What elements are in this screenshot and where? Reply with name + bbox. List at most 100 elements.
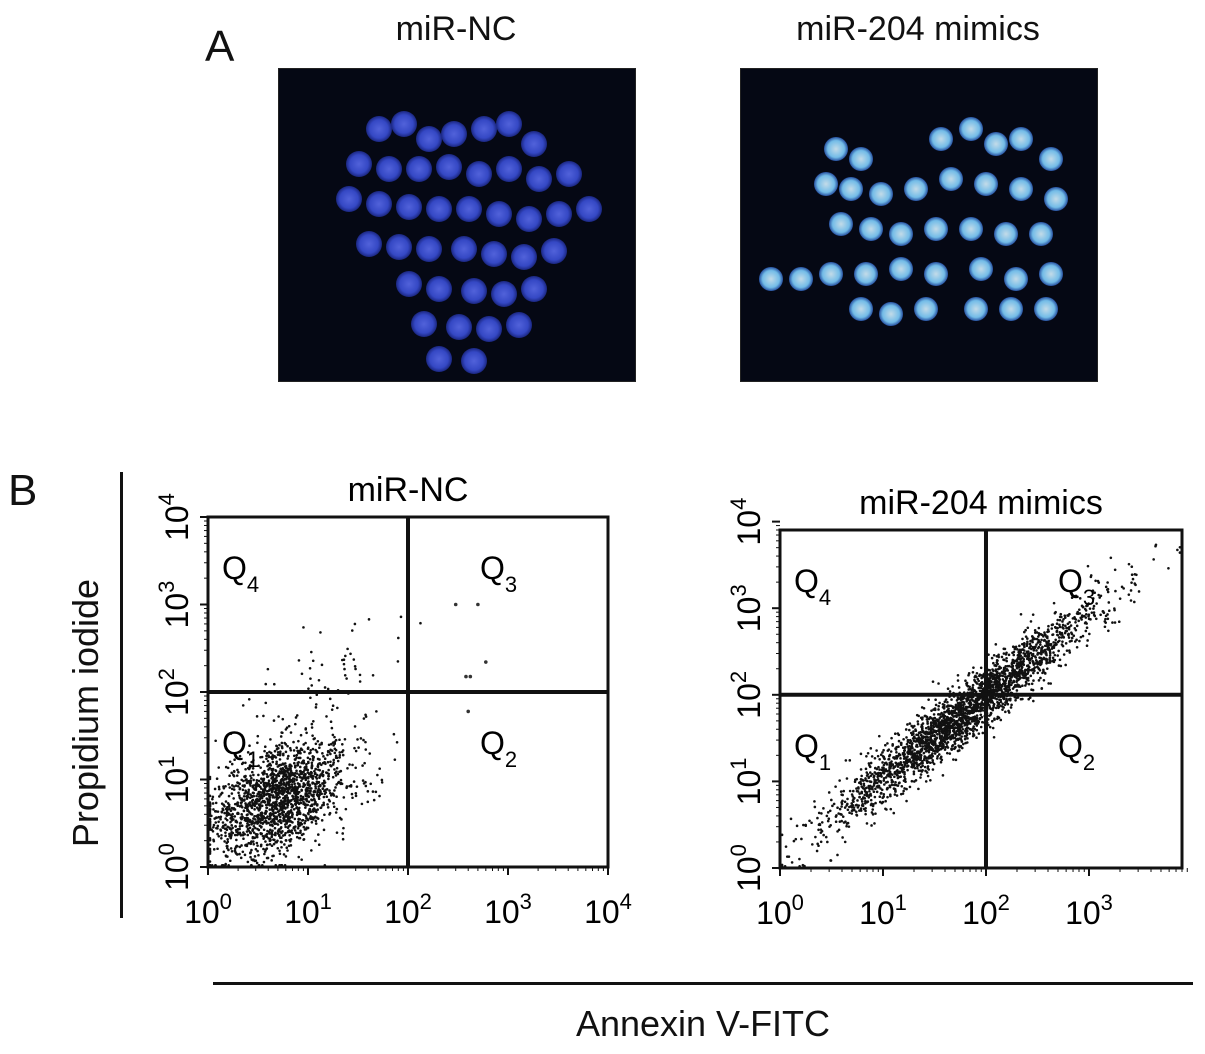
data-point bbox=[220, 836, 223, 840]
data-point bbox=[301, 797, 305, 801]
data-point bbox=[249, 855, 252, 859]
data-point bbox=[322, 779, 326, 783]
data-point bbox=[866, 773, 870, 776]
data-point bbox=[283, 778, 287, 781]
data-point bbox=[992, 661, 995, 665]
data-point bbox=[243, 816, 247, 820]
data-point bbox=[900, 769, 904, 773]
data-point bbox=[1087, 613, 1091, 617]
data-point bbox=[979, 709, 982, 713]
data-point bbox=[327, 798, 331, 802]
data-point bbox=[1002, 658, 1005, 661]
data-point bbox=[361, 779, 365, 782]
data-point bbox=[886, 795, 889, 799]
data-point bbox=[235, 774, 239, 777]
data-point bbox=[290, 829, 294, 832]
data-point bbox=[288, 834, 291, 837]
data-point bbox=[903, 763, 907, 767]
data-point bbox=[1025, 651, 1029, 654]
data-point bbox=[1042, 679, 1046, 682]
data-point bbox=[875, 781, 879, 785]
data-point bbox=[949, 716, 953, 720]
data-point bbox=[244, 789, 247, 793]
data-point bbox=[336, 759, 340, 763]
data-point bbox=[880, 801, 884, 805]
data-point bbox=[1078, 597, 1082, 600]
data-point bbox=[364, 740, 367, 744]
data-point bbox=[843, 840, 847, 844]
data-point bbox=[826, 819, 830, 823]
tick-label: 100 bbox=[756, 890, 804, 931]
data-point bbox=[230, 806, 234, 810]
data-point bbox=[304, 741, 307, 745]
nucleus bbox=[526, 166, 552, 192]
data-point bbox=[1026, 653, 1030, 656]
data-point bbox=[321, 761, 325, 765]
bright-nuclei-micrograph bbox=[740, 68, 1098, 382]
data-point bbox=[272, 773, 276, 776]
data-point bbox=[1062, 653, 1066, 656]
data-point bbox=[267, 817, 271, 821]
data-point bbox=[251, 828, 255, 831]
data-point bbox=[950, 734, 954, 737]
data-point bbox=[1067, 627, 1071, 631]
data-point bbox=[276, 753, 280, 757]
data-point bbox=[884, 799, 887, 803]
data-point bbox=[878, 774, 881, 778]
data-point bbox=[960, 708, 963, 712]
data-point bbox=[862, 784, 866, 787]
data-point bbox=[296, 790, 300, 794]
data-point bbox=[316, 780, 320, 784]
data-point bbox=[393, 758, 397, 761]
data-point bbox=[335, 795, 338, 799]
data-point bbox=[298, 775, 302, 779]
data-point bbox=[300, 761, 303, 765]
data-point bbox=[222, 850, 226, 854]
nucleus bbox=[854, 262, 878, 286]
data-point bbox=[242, 794, 246, 798]
data-point bbox=[276, 810, 280, 814]
data-point bbox=[275, 779, 279, 782]
nucleus bbox=[411, 311, 437, 337]
data-point bbox=[303, 821, 306, 825]
data-point bbox=[268, 797, 271, 801]
data-point bbox=[882, 763, 886, 767]
nucleus bbox=[759, 267, 783, 291]
data-point bbox=[853, 796, 856, 800]
data-point bbox=[362, 717, 366, 720]
data-point bbox=[961, 727, 965, 731]
data-point bbox=[304, 819, 307, 823]
data-point bbox=[238, 852, 241, 856]
data-point bbox=[315, 693, 319, 697]
data-point bbox=[230, 817, 234, 820]
data-point bbox=[1099, 613, 1102, 617]
data-point bbox=[254, 859, 258, 862]
data-point bbox=[227, 782, 231, 786]
chart-title: miR-NC bbox=[348, 471, 469, 509]
data-point bbox=[1097, 593, 1100, 597]
data-point bbox=[307, 780, 310, 783]
data-point bbox=[269, 814, 272, 817]
data-point bbox=[392, 732, 396, 736]
data-point bbox=[923, 765, 927, 769]
data-point bbox=[841, 815, 845, 818]
data-point bbox=[840, 805, 843, 808]
data-point bbox=[895, 794, 899, 797]
data-point bbox=[867, 796, 871, 799]
data-point bbox=[937, 682, 940, 685]
data-point bbox=[972, 707, 975, 710]
data-point bbox=[837, 812, 840, 815]
data-point bbox=[1101, 610, 1105, 613]
data-point bbox=[242, 837, 245, 841]
data-point bbox=[1094, 617, 1098, 621]
data-point bbox=[940, 747, 943, 751]
data-point bbox=[360, 802, 364, 806]
data-point bbox=[1024, 628, 1027, 632]
data-point bbox=[246, 813, 249, 816]
data-point bbox=[311, 810, 315, 813]
data-point bbox=[314, 767, 317, 771]
nucleus bbox=[366, 191, 392, 217]
data-point bbox=[327, 768, 330, 772]
data-point bbox=[243, 784, 246, 787]
data-point bbox=[273, 826, 277, 830]
